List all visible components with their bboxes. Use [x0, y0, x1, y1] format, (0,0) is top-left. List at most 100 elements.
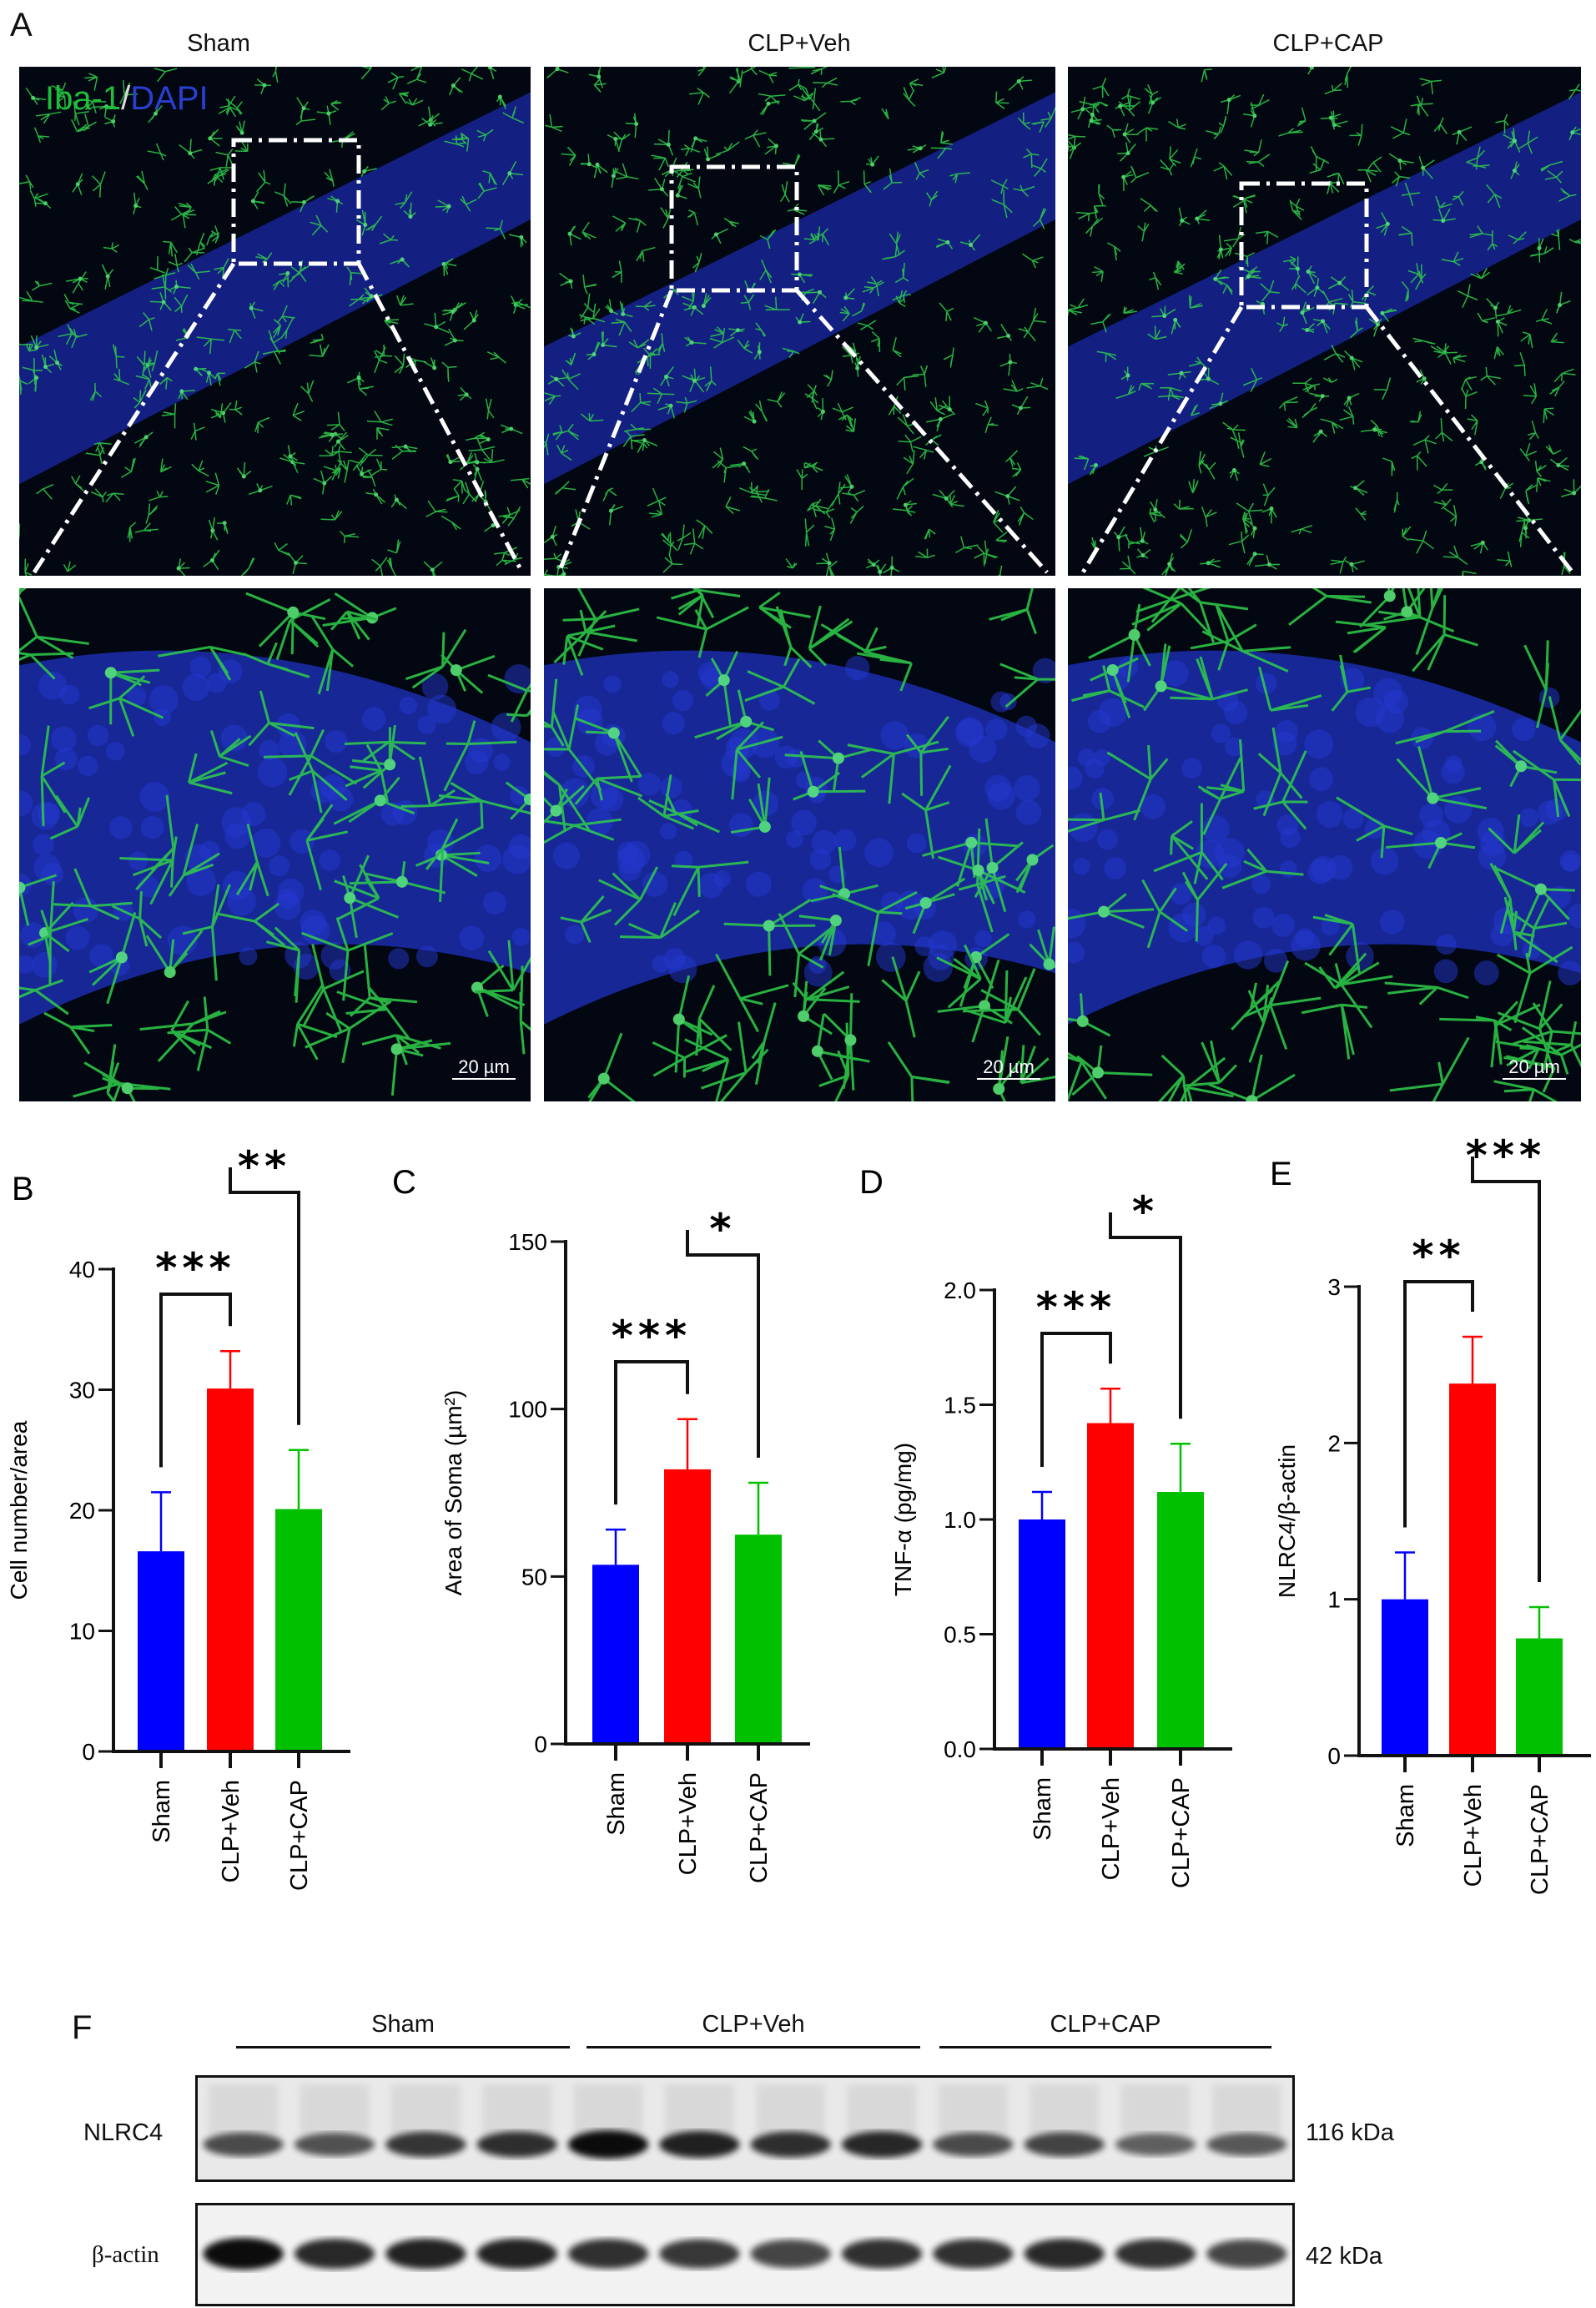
microglia-process: [1181, 863, 1228, 942]
microglia-process: [1320, 113, 1342, 130]
microglia-process: [182, 209, 197, 229]
microglia-process: [793, 93, 813, 102]
microglia-process: [1433, 117, 1448, 134]
microglia-process: [1247, 985, 1274, 1063]
microglia-soma: [1512, 168, 1517, 173]
microglia-soma: [1380, 310, 1385, 315]
microglia-soma: [587, 162, 592, 167]
blot-band: [476, 2238, 557, 2270]
microglia-process: [1029, 926, 1055, 969]
microglia-process: [704, 366, 717, 391]
nucleus: [552, 842, 581, 869]
microglia-process: [1493, 346, 1504, 360]
microglia-process: [997, 1036, 1021, 1101]
microglia-process: [556, 444, 572, 461]
microglia-process: [974, 545, 996, 567]
microglia-process: [808, 88, 821, 112]
microglia-process: [1335, 620, 1387, 653]
microglia-process: [1120, 88, 1140, 108]
microglia-soma: [1421, 165, 1426, 170]
microglia-process: [593, 164, 608, 179]
microglia-process: [309, 344, 330, 357]
microglia-process: [1229, 469, 1240, 481]
microglia-process: [1453, 354, 1467, 364]
microglia-process: [386, 557, 396, 576]
microglia-process: [1443, 504, 1458, 527]
microglia-soma: [1349, 355, 1354, 360]
microglia-process: [245, 592, 326, 655]
microglia-process: [775, 606, 813, 668]
nucleus: [999, 693, 1017, 711]
nucleus: [803, 958, 833, 987]
microglia-soma: [1246, 1095, 1258, 1101]
microglia-process: [759, 229, 777, 249]
microglia-process: [637, 774, 699, 830]
microglia-soma: [222, 521, 227, 526]
x-tick-label: Sham: [1030, 1777, 1056, 1841]
microglia-process: [1218, 115, 1227, 134]
nucleus: [750, 728, 780, 758]
microglia-process: [33, 127, 49, 144]
microglia-process: [214, 403, 224, 419]
microglia-process: [1128, 527, 1149, 546]
microglia-process: [1452, 126, 1473, 145]
microglia-process: [19, 174, 34, 190]
y-tick-label: 2: [1327, 1430, 1341, 1456]
microglia-process: [148, 103, 163, 123]
microglia-process: [1540, 160, 1563, 172]
microglia-process: [845, 342, 858, 362]
microglia-process: [1327, 181, 1340, 194]
microglia-process: [1495, 1040, 1540, 1070]
microglia-process: [1466, 146, 1486, 170]
microglia-process: [254, 78, 271, 95]
microglia-process: [1098, 184, 1105, 206]
microglia-soma: [1385, 221, 1390, 226]
microglia-process: [1143, 643, 1211, 712]
nucleus: [182, 673, 210, 702]
microglia-process: [1558, 188, 1577, 202]
microglia-process: [63, 561, 77, 572]
microglia-process: [170, 205, 191, 221]
microglia-soma: [592, 352, 597, 357]
microglia-process: [217, 522, 229, 535]
nucleus: [1263, 949, 1288, 973]
microglia-soma: [672, 1013, 685, 1025]
microglia-process: [481, 449, 505, 464]
iba1-signal: [544, 588, 1055, 1101]
microglia-process: [1122, 170, 1134, 192]
nucleus: [870, 921, 896, 947]
microglia-soma: [374, 492, 379, 497]
microglia-process: [349, 944, 418, 1017]
microglia-process: [136, 350, 146, 377]
microglia-soma: [488, 67, 493, 70]
microglia-process: [1407, 263, 1424, 284]
microglia-process: [496, 96, 506, 109]
microglia-process: [901, 764, 952, 859]
chart-d: D Sham CLP+Veh CLP+CAP 0.0 0.5 1.0 1.5 2.0 TNF-α …: [859, 1164, 1232, 1888]
microglia-soma: [849, 484, 854, 489]
nucleus: [59, 684, 80, 705]
microglia-process: [690, 138, 707, 153]
nucleus: [746, 871, 772, 897]
microglia-process: [546, 67, 569, 79]
microglia-process: [1318, 952, 1380, 990]
microglia-soma: [55, 360, 60, 365]
microglia-soma: [844, 1034, 857, 1046]
microglia-process: [1262, 483, 1276, 506]
microglia-process: [1415, 264, 1427, 290]
microglia-process: [925, 434, 942, 446]
microglia-process: [1137, 127, 1159, 142]
microglia-process: [1017, 506, 1034, 526]
microglia-process: [883, 168, 902, 190]
microglia-soma: [384, 758, 396, 771]
significance-bracket: [1403, 1280, 1474, 1528]
microglia-soma: [262, 83, 267, 88]
microglia-soma: [434, 325, 439, 330]
microglia-process: [1401, 281, 1409, 302]
microglia-process: [1141, 879, 1189, 949]
microglia-process: [1085, 217, 1104, 237]
nucleus: [1252, 906, 1275, 929]
microglia-process: [1179, 1056, 1234, 1101]
microglia-process: [279, 317, 294, 340]
microglia-process: [235, 824, 269, 897]
